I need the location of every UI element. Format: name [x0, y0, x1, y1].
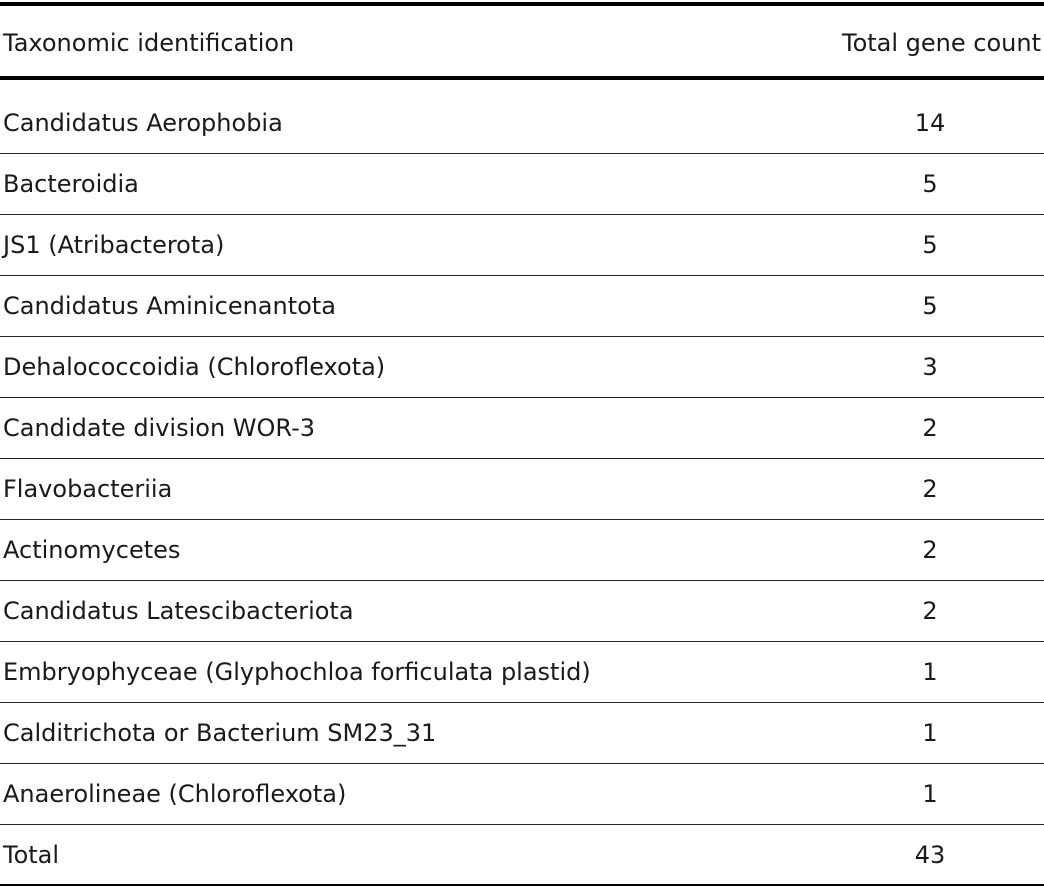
- table-row: Embryophyceae (Glyphochloa forficulata p…: [0, 643, 1044, 703]
- table-row: Actinomycetes 2: [0, 521, 1044, 581]
- row-count: 2: [922, 475, 938, 503]
- row-count: 1: [922, 780, 938, 808]
- row-count: 14: [914, 109, 946, 137]
- row-count: 2: [922, 536, 938, 564]
- row-count: 2: [922, 597, 938, 625]
- table-row: Flavobacteriia 2: [0, 460, 1044, 520]
- table-header-row: Taxonomic identification Total gene coun…: [0, 6, 1044, 76]
- row-count: 2: [922, 414, 938, 442]
- row-taxon: Candidatus Latescibacteriota: [3, 597, 354, 625]
- row-count: 3: [922, 353, 938, 381]
- table-row: Calditrichota or Bacterium SM23_31 1: [0, 704, 1044, 764]
- row-taxon: Anaerolineae (Chloroflexota): [3, 780, 347, 808]
- table-row: Dehalococcoidia (Chloroflexota) 3: [0, 338, 1044, 398]
- row-taxon: Candidatus Aminicenantota: [3, 292, 336, 320]
- row-count: 5: [922, 170, 938, 198]
- table-row: Candidatus Latescibacteriota 2: [0, 582, 1044, 642]
- table-row: Bacteroidia 5: [0, 155, 1044, 215]
- row-taxon: Calditrichota or Bacterium SM23_31: [3, 719, 437, 747]
- table-header-rule: [0, 76, 1044, 80]
- row-taxon: JS1 (Atribacterota): [3, 231, 225, 259]
- header-taxonomic-identification: Taxonomic identification: [3, 29, 295, 57]
- row-count: 1: [922, 719, 938, 747]
- row-taxon: Flavobacteriia: [3, 475, 173, 503]
- table-row: JS1 (Atribacterota) 5: [0, 216, 1044, 276]
- row-taxon: Dehalococcoidia (Chloroflexota): [3, 353, 386, 381]
- table-row-total: Total 43: [0, 826, 1044, 886]
- table-row: Candidatus Aerophobia 14: [0, 94, 1044, 154]
- table-row: Anaerolineae (Chloroflexota) 1: [0, 765, 1044, 825]
- row-taxon: Bacteroidia: [3, 170, 139, 198]
- table-row: Candidatus Aminicenantota 5: [0, 277, 1044, 337]
- row-taxon: Embryophyceae (Glyphochloa forficulata p…: [3, 658, 591, 686]
- row-taxon: Actinomycetes: [3, 536, 181, 564]
- row-count: 5: [922, 231, 938, 259]
- row-count: 1: [922, 658, 938, 686]
- row-taxon: Candidatus Aerophobia: [3, 109, 283, 137]
- row-count: 5: [922, 292, 938, 320]
- row-taxon: Candidate division WOR-3: [3, 414, 316, 442]
- total-label: Total: [3, 841, 60, 869]
- table-top-rule: [0, 2, 1044, 6]
- header-total-gene-count: Total gene count: [842, 29, 1041, 57]
- table-row: Candidate division WOR-3 2: [0, 399, 1044, 459]
- total-count: 43: [914, 841, 946, 869]
